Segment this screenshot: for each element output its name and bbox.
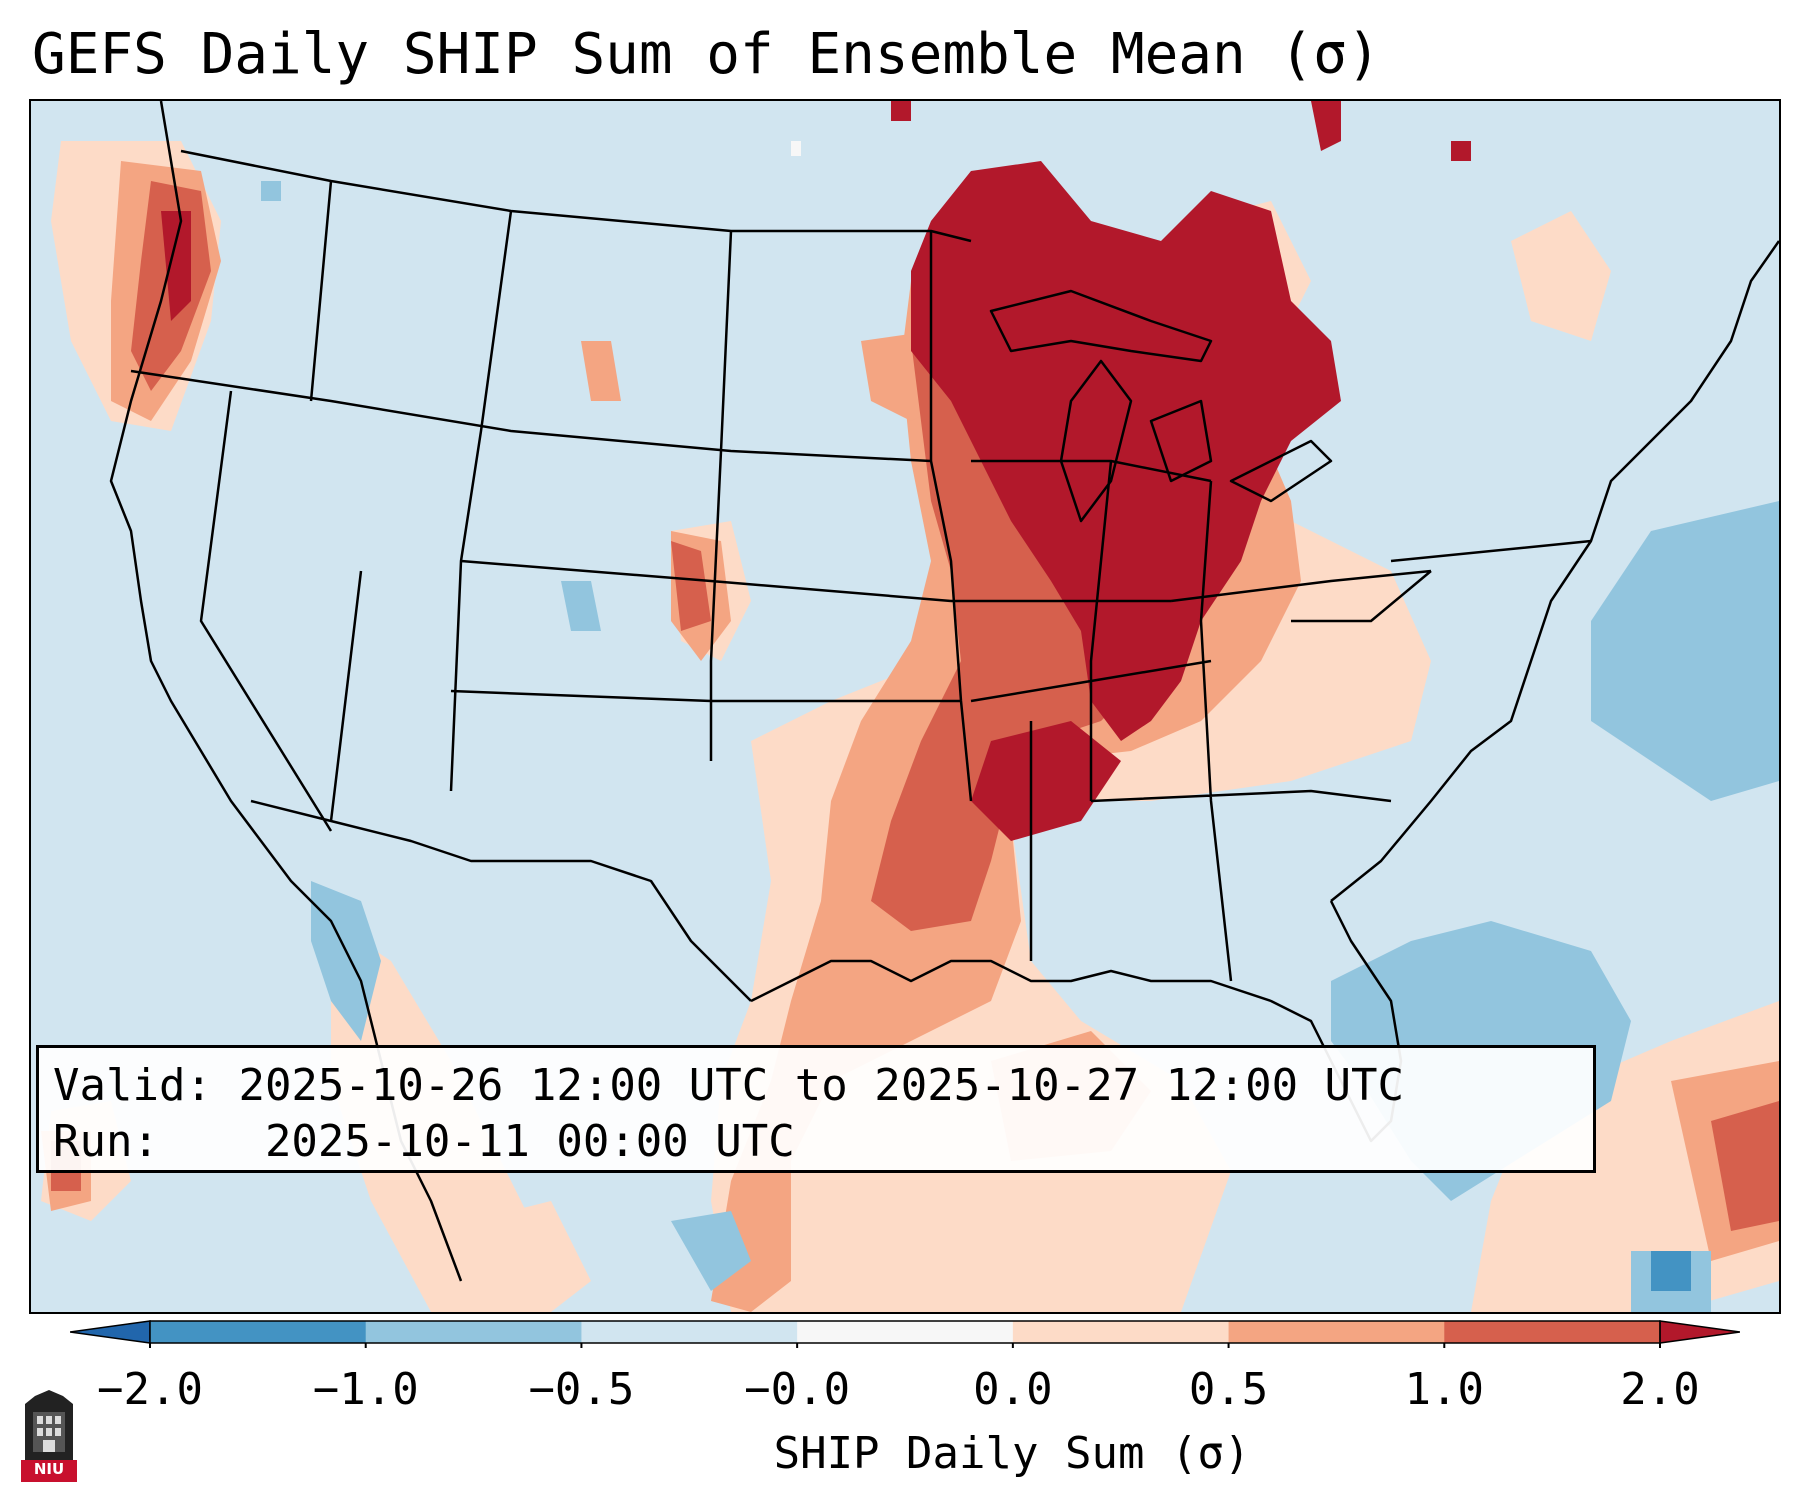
state-lines-east xyxy=(951,459,1592,982)
colorbar-tick-label: −2.0 xyxy=(97,1364,203,1415)
field-region-negative xyxy=(1591,501,1779,801)
colorbar xyxy=(70,1320,1740,1348)
run-label: Run: xyxy=(53,1116,159,1167)
colorbar-bin xyxy=(1444,1321,1661,1343)
colorbar-bin xyxy=(1228,1321,1445,1343)
great-lakes-outline xyxy=(989,289,1333,523)
valid-label: Valid: xyxy=(53,1060,212,1111)
colorbar-tick-label: −0.0 xyxy=(744,1364,851,1415)
run-time: 2025-10-11 00:00 UTC xyxy=(264,1116,795,1167)
map-title: GEFS Daily SHIP Sum of Ensemble Mean (σ) xyxy=(32,22,1381,87)
colorbar-extend-low xyxy=(70,1320,151,1344)
colorbar-bin xyxy=(365,1321,582,1343)
canada-border xyxy=(180,149,972,243)
niu-logo-icon xyxy=(21,1390,77,1482)
colorbar-bin xyxy=(1012,1321,1230,1343)
state-lines-west xyxy=(130,180,973,832)
field-region-extreme-positive xyxy=(911,161,1341,741)
colorbar-tick-label: −0.5 xyxy=(528,1364,635,1415)
colorbar-bin xyxy=(581,1321,798,1343)
colorbar-tick-label: 2.0 xyxy=(1620,1364,1700,1415)
valid-line: Valid: 2025-10-26 12:00 UTC to 2025-10-2… xyxy=(53,1058,1579,1114)
colorbar-tick-label: 0.0 xyxy=(973,1364,1053,1415)
colorbar-label: SHIP Daily Sum (σ) xyxy=(773,1428,1251,1479)
colorbar-frame xyxy=(149,1320,1661,1344)
colorbar-bin xyxy=(797,1321,1014,1343)
colorbar-tick-label: 0.5 xyxy=(1188,1364,1269,1415)
colorbar-bin xyxy=(150,1321,367,1343)
run-line: Run: 2025-10-11 00:00 UTC xyxy=(53,1114,1579,1170)
validity-info-box: Valid: 2025-10-26 12:00 UTC to 2025-10-2… xyxy=(36,1045,1596,1173)
mexico-border xyxy=(250,799,752,1002)
niu-logo: NIU xyxy=(21,1390,77,1482)
atlantic-coastline xyxy=(1330,240,1779,902)
colorbar-tick-label: −1.0 xyxy=(312,1364,419,1415)
colorbar-tick-label: 1.0 xyxy=(1404,1364,1485,1415)
colorbar-extend-high xyxy=(1659,1320,1740,1344)
logo-text: NIU xyxy=(33,1460,65,1478)
valid-period: 2025-10-26 12:00 UTC to 2025-10-27 12:00… xyxy=(238,1060,1405,1111)
